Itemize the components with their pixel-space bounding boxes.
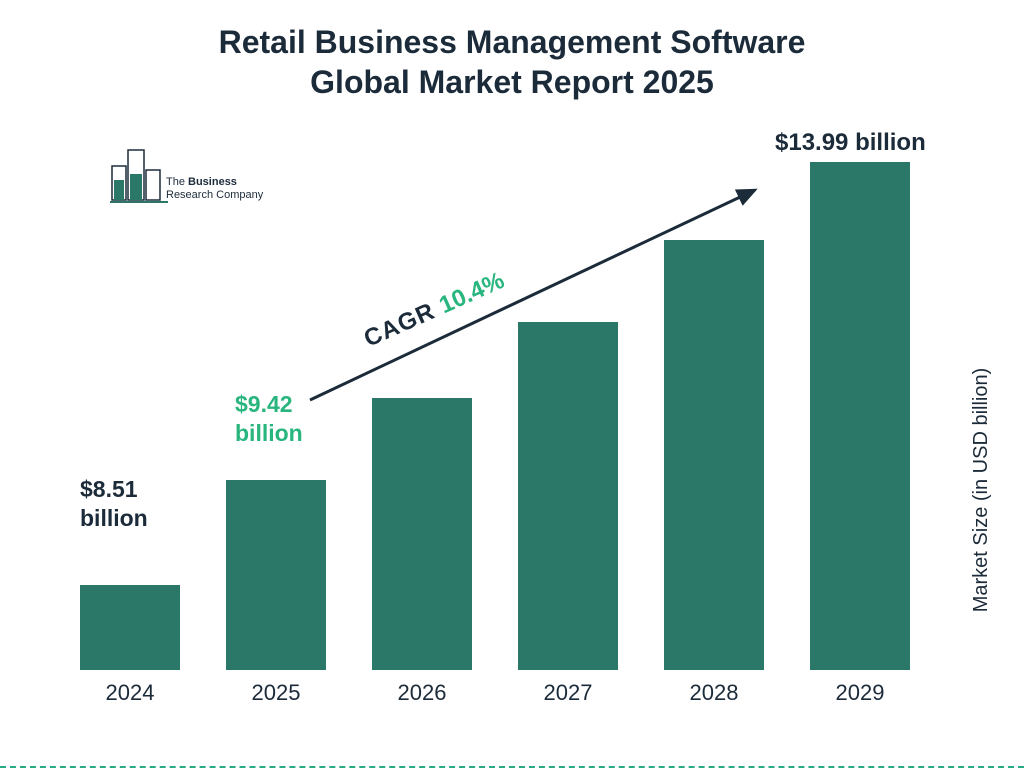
title-line-2: Global Market Report 2025: [0, 62, 1024, 102]
bar-value-label: $8.51billion: [80, 475, 148, 533]
bar-plot: [70, 130, 950, 670]
bar-value-label: $13.99 billion: [775, 128, 926, 158]
x-axis-line: [70, 670, 950, 671]
bar: [372, 398, 472, 670]
x-axis-tick-label: 2024: [60, 680, 200, 706]
bar: [80, 585, 180, 670]
x-axis-tick-label: 2028: [644, 680, 784, 706]
x-axis-tick-label: 2029: [790, 680, 930, 706]
bar: [226, 480, 326, 670]
title-line-1: Retail Business Management Software: [0, 22, 1024, 62]
page-root: Retail Business Management Software Glob…: [0, 0, 1024, 768]
x-axis-tick-label: 2026: [352, 680, 492, 706]
chart-title: Retail Business Management Software Glob…: [0, 22, 1024, 102]
bar: [664, 240, 764, 670]
bar-value-label: $9.42billion: [235, 390, 303, 448]
bar: [810, 162, 910, 670]
x-axis-tick-label: 2027: [498, 680, 638, 706]
y-axis-label: Market Size (in USD billion): [970, 340, 993, 640]
x-axis-tick-label: 2025: [206, 680, 346, 706]
chart-area: CAGR 10.4% Market Size (in USD billion) …: [70, 130, 950, 720]
bar: [518, 322, 618, 670]
